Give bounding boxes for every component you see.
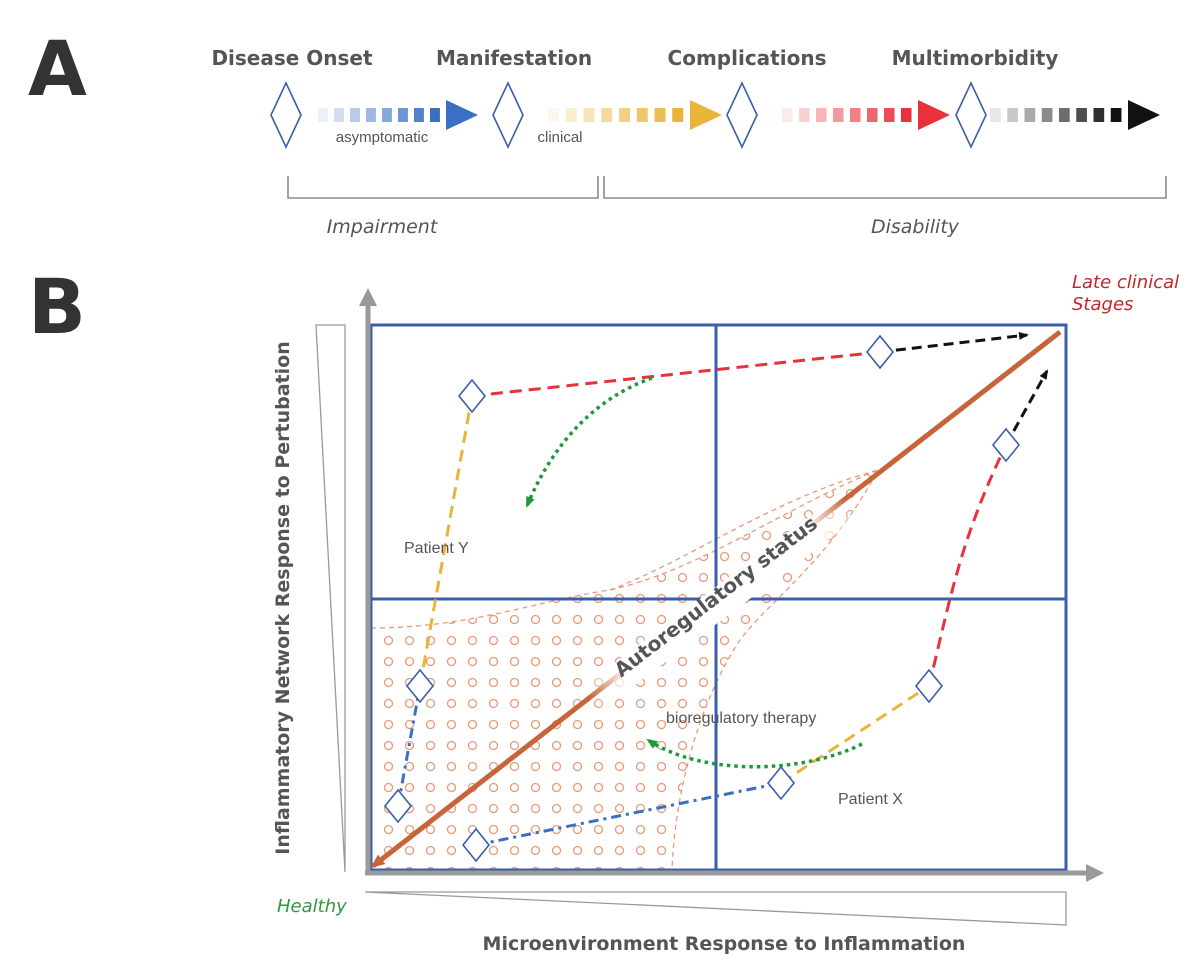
panel-a: A Disease Onset Manifestation Complicati…	[28, 24, 1167, 238]
stage-diamond-1	[270, 81, 302, 149]
arrow-dash	[414, 108, 424, 122]
arrow-dash	[901, 108, 912, 122]
arrow-dash	[583, 108, 595, 122]
patient-y-diamond-complication	[865, 334, 895, 370]
arrow-head	[446, 100, 478, 130]
patient-x-blue-path	[475, 781, 782, 847]
patient-x-diamond-clinical	[914, 668, 944, 704]
arrow-head	[690, 100, 722, 130]
patient-state-diamonds	[383, 334, 1021, 863]
stage-diamond-2	[492, 81, 524, 149]
therapy-arrow-lower	[646, 738, 863, 769]
arrow-head	[1128, 100, 1160, 130]
patient-y-blue-path	[396, 685, 422, 807]
stage-diamond-4	[955, 81, 987, 149]
x-axis-arrowhead	[1086, 864, 1104, 882]
patient-y-diamond-late	[457, 378, 487, 414]
arrow-dash	[1076, 108, 1087, 122]
patient-x-yellow-path	[780, 684, 930, 785]
x-axis-label: Microenvironment Response to Inflammatio…	[483, 933, 966, 955]
arrow-dash	[1024, 108, 1036, 122]
late-clinical-stages-label-line1: Late clinical	[1072, 272, 1179, 293]
x-axis-wedge	[364, 891, 1067, 926]
arrow-dash	[565, 108, 577, 122]
progression-arrow-4	[990, 100, 1160, 130]
arrow-head	[918, 100, 950, 130]
autoregulatory-region-boundary-outer	[609, 469, 879, 591]
arrow-dash	[1007, 108, 1018, 122]
progression-arrows	[318, 100, 1160, 130]
patient-x-label: Patient X	[838, 791, 903, 808]
arrow-dash	[672, 108, 684, 122]
arrow-dash	[990, 108, 1001, 122]
arrow-dash	[850, 108, 861, 122]
stage-label-manifestation: Manifestation	[436, 46, 592, 70]
arrow-dash	[334, 108, 344, 122]
arrow-dash	[816, 108, 827, 122]
patient-y-yellow-path	[418, 395, 474, 687]
autoregulatory-label-backdrop	[581, 493, 859, 712]
arrow-dash	[1093, 108, 1105, 122]
arrow-dash	[782, 108, 793, 122]
arrow-dash	[318, 108, 328, 122]
arrow-dash	[867, 108, 878, 122]
disability-bracket	[603, 176, 1167, 199]
y-axis-arrowhead	[359, 288, 377, 306]
arrow-label-asymptomatic: asymptomatic	[336, 129, 429, 146]
healthy-label: Healthy	[277, 896, 347, 917]
arrow-dash	[1110, 108, 1122, 122]
arrow-dash	[350, 108, 360, 122]
patient-x-diamond-onset	[461, 827, 491, 863]
stage-label-multimorbidity: Multimorbidity	[892, 46, 1059, 70]
impairment-bracket	[287, 176, 599, 199]
panel-a-letter: A	[28, 24, 87, 113]
arrow-dash	[833, 108, 844, 122]
arrow-dash	[799, 108, 810, 122]
arrow-dash	[382, 108, 392, 122]
stage-diamonds	[270, 81, 987, 149]
arrow-dash	[619, 108, 631, 122]
late-clinical-stages-label-line2: Stages	[1072, 294, 1133, 315]
patient-y-black-arrow	[879, 331, 1029, 354]
progression-arrow-2	[548, 100, 722, 130]
arrow-dash	[1041, 108, 1053, 122]
arrow-dash	[601, 108, 613, 122]
arrow-dash	[398, 108, 408, 122]
therapy-arrow-upper	[525, 376, 653, 508]
arrow-dash	[430, 108, 440, 122]
arrow-dash	[636, 108, 648, 122]
patient-y-label: Patient Y	[404, 540, 469, 557]
arrow-dash	[548, 108, 560, 122]
progression-arrow-3	[782, 100, 950, 130]
patient-y-red-path	[471, 350, 881, 398]
arrow-dash	[884, 108, 895, 122]
arrow-dash	[654, 108, 666, 122]
stage-diamond-3	[726, 81, 758, 149]
patient-x-diamond-complication	[991, 427, 1021, 463]
patient-x-diamond-manifest	[766, 765, 796, 801]
patient-x-red-path	[927, 444, 1008, 687]
impairment-label: Impairment	[327, 216, 439, 238]
y-axis-label: Inflammatory Network Response to Pertuba…	[272, 341, 294, 854]
disability-label: Disability	[871, 216, 960, 238]
arrow-dash	[366, 108, 376, 122]
patient-y-diamond-onset	[383, 788, 413, 824]
bioregulatory-therapy-label: bioregulatory therapy	[666, 710, 816, 727]
stage-label-disease-onset: Disease Onset	[211, 46, 373, 70]
panel-b-letter: B	[28, 262, 86, 351]
stage-label-complications: Complications	[668, 46, 827, 70]
arrow-label-clinical: clinical	[537, 129, 582, 146]
arrow-dash	[1059, 108, 1070, 122]
progression-arrow-1	[318, 100, 478, 130]
patient-y-diamond-manifest	[405, 668, 435, 704]
panel-b: B Autoregulatory status	[28, 262, 1179, 955]
patient-x-black-arrow	[1004, 369, 1049, 446]
y-axis-wedge	[315, 324, 346, 873]
